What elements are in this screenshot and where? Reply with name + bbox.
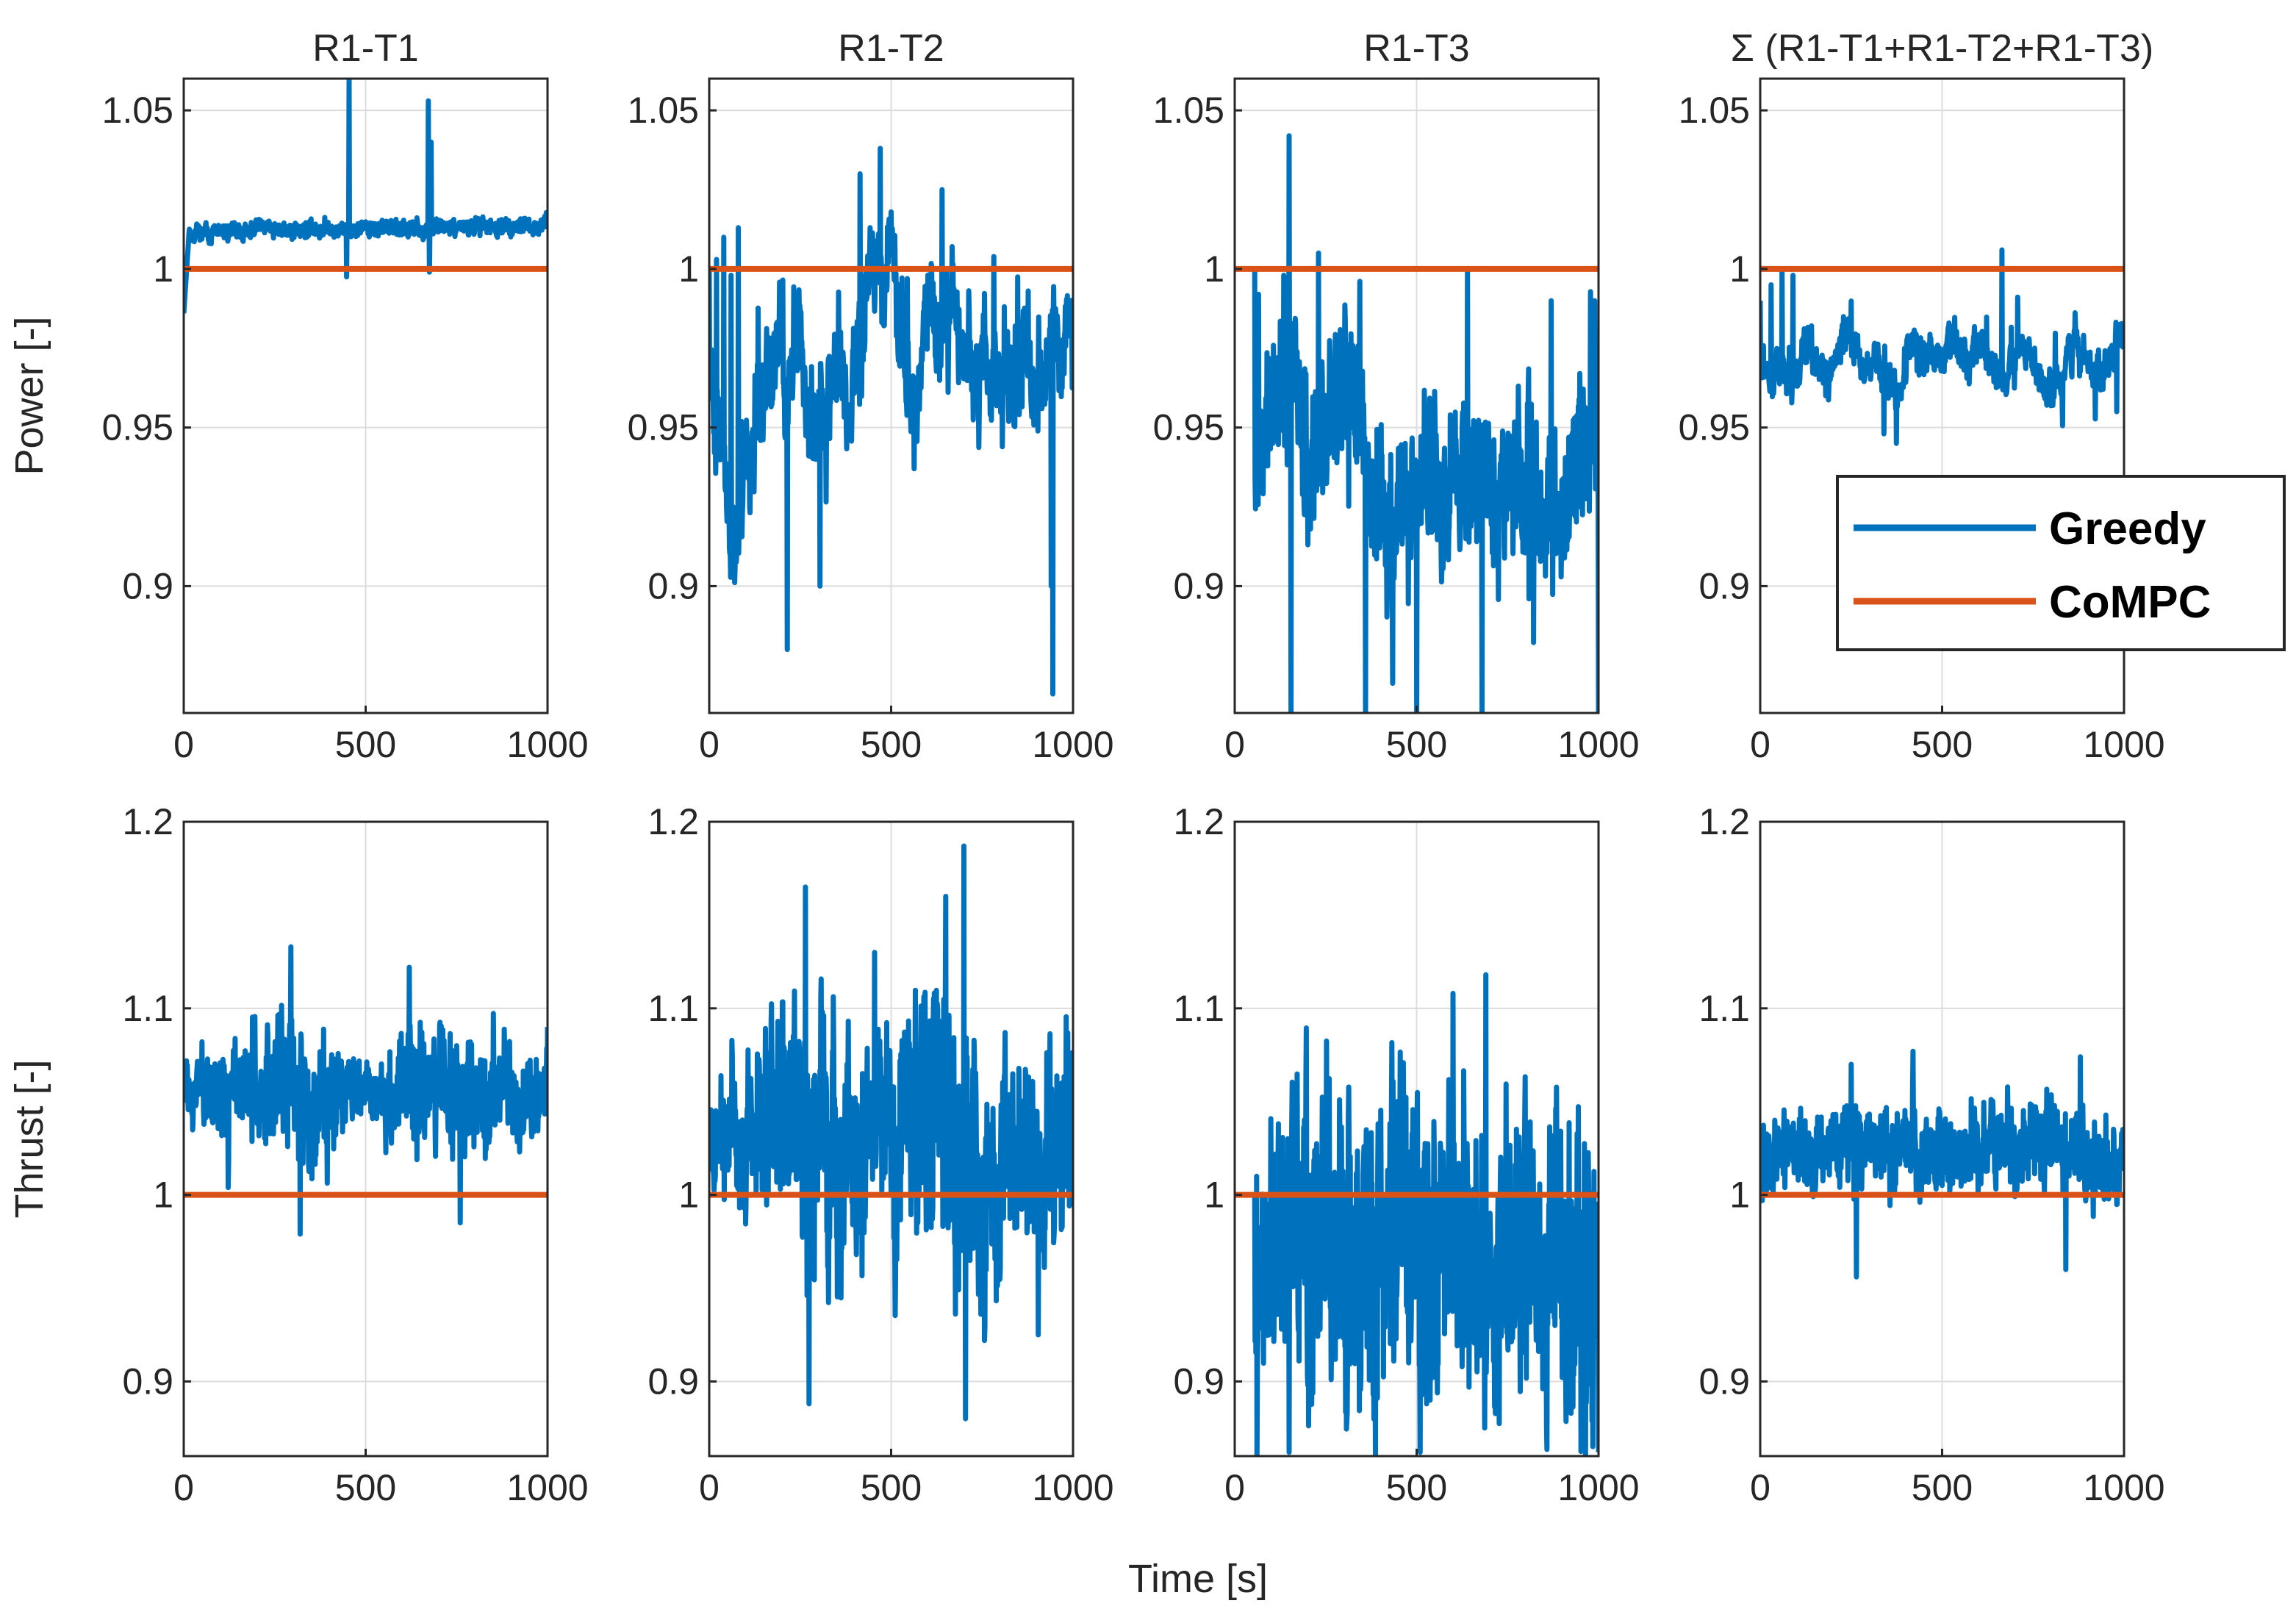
y-tick-label: 0.9 bbox=[647, 1361, 699, 1402]
panel-title: Σ (R1-T1+R1-T2+R1-T3) bbox=[1731, 27, 2153, 70]
x-tick-label: 0 bbox=[699, 724, 720, 765]
x-tick-label: 500 bbox=[1912, 1467, 1973, 1508]
series-group bbox=[1235, 972, 1599, 1456]
panel-t-r1t2: 0 500 1000 0.9 1 1.1 1.2 bbox=[647, 801, 1113, 1508]
y-tick-label: 1.1 bbox=[1698, 988, 1750, 1029]
x-tick-label: 500 bbox=[335, 1467, 396, 1508]
x-tick-label: 500 bbox=[1386, 724, 1447, 765]
y-tick-label: 0.9 bbox=[647, 565, 699, 606]
x-tick-label: 0 bbox=[1224, 724, 1245, 765]
y-tick-label: 0.9 bbox=[1698, 565, 1750, 606]
series-line-greedy bbox=[184, 79, 548, 314]
x-tick-label: 500 bbox=[1912, 724, 1973, 765]
y-tick-label: 1 bbox=[153, 248, 173, 290]
series-group bbox=[709, 146, 1073, 697]
panel-t-sum: 0 500 1000 0.9 1 1.1 1.2 bbox=[1698, 801, 2164, 1508]
y-tick-label: 0.95 bbox=[1153, 407, 1224, 448]
x-tick-label: 1000 bbox=[2083, 1467, 2164, 1508]
y-tick-label: 0.9 bbox=[1173, 565, 1224, 606]
x-tick-label: 1000 bbox=[506, 724, 588, 765]
y-tick-label: 1.1 bbox=[122, 988, 173, 1029]
y-tick-label: 1 bbox=[1729, 1175, 1750, 1216]
x-tick-label: 0 bbox=[173, 1467, 194, 1508]
x-tick-label: 0 bbox=[699, 1467, 720, 1508]
panel-p-r1t1: 0 500 1000 0.9 0.95 1 1.05 R1-T1 Power [-] bbox=[7, 27, 589, 765]
y-tick-label: 1 bbox=[1204, 248, 1224, 290]
legend-label-compc: CoMPC bbox=[2049, 577, 2211, 628]
x-tick-label: 1000 bbox=[2083, 724, 2164, 765]
x-tick-label: 1000 bbox=[1557, 1467, 1639, 1508]
legend-label-greedy: Greedy bbox=[2049, 503, 2206, 554]
series-line-greedy bbox=[184, 944, 548, 1237]
series-group bbox=[1235, 133, 1599, 713]
shared-x-axis-label: Time [s] bbox=[1128, 1557, 1268, 1601]
y-tick-label: 1.2 bbox=[647, 801, 699, 842]
panel-p-r1t3: 0 500 1000 0.9 0.95 1 1.05 R1-T3 bbox=[1153, 27, 1640, 765]
y-tick-label: 1.1 bbox=[1173, 988, 1224, 1029]
y-tick-label: 1.05 bbox=[102, 90, 173, 131]
panel-t-r1t1: 0 500 1000 0.9 1 1.1 1.2 Thrust [-] bbox=[7, 801, 589, 1508]
y-tick-label: 1 bbox=[678, 1175, 699, 1216]
y-tick-label: 1.05 bbox=[1679, 90, 1750, 131]
x-tick-label: 500 bbox=[861, 724, 922, 765]
y-tick-label: 1.1 bbox=[647, 988, 699, 1029]
y-axis-label: Power [-] bbox=[7, 316, 51, 475]
series-group bbox=[709, 843, 1073, 1422]
series-group bbox=[1760, 247, 2124, 446]
series-line-greedy bbox=[709, 146, 1073, 697]
y-tick-label: 0.9 bbox=[122, 565, 173, 606]
series-line-greedy bbox=[1760, 247, 2124, 446]
x-tick-label: 1000 bbox=[1032, 724, 1113, 765]
y-tick-label: 0.95 bbox=[102, 407, 173, 448]
y-tick-label: 1.2 bbox=[1173, 801, 1224, 842]
x-tick-label: 0 bbox=[1224, 1467, 1245, 1508]
x-tick-label: 500 bbox=[335, 724, 396, 765]
panel-title: R1-T3 bbox=[1363, 27, 1469, 70]
x-tick-label: 500 bbox=[1386, 1467, 1447, 1508]
panel-t-r1t3: 0 500 1000 0.9 1 1.1 1.2 bbox=[1173, 801, 1639, 1508]
x-tick-label: 1000 bbox=[1032, 1467, 1113, 1508]
series-line-greedy bbox=[1760, 1048, 2124, 1280]
y-tick-label: 1.2 bbox=[122, 801, 173, 842]
y-tick-label: 1.2 bbox=[1698, 801, 1750, 842]
series-group bbox=[184, 79, 548, 314]
x-tick-label: 0 bbox=[1750, 1467, 1771, 1508]
y-tick-label: 0.95 bbox=[628, 407, 699, 448]
series-group bbox=[1760, 1048, 2124, 1280]
y-tick-label: 1.05 bbox=[1153, 90, 1224, 131]
panel-p-r1t2: 0 500 1000 0.9 0.95 1 1.05 R1-T2 bbox=[628, 27, 1114, 765]
y-axis-label: Thrust [-] bbox=[7, 1059, 51, 1218]
y-tick-label: 1 bbox=[678, 248, 699, 290]
x-tick-label: 1000 bbox=[1557, 724, 1639, 765]
series-line-greedy bbox=[1252, 133, 1599, 713]
y-tick-label: 0.9 bbox=[1698, 1361, 1750, 1402]
y-tick-label: 0.95 bbox=[1679, 407, 1750, 448]
x-tick-label: 1000 bbox=[506, 1467, 588, 1508]
series-line-greedy bbox=[1252, 972, 1599, 1456]
legend: Greedy CoMPC bbox=[1836, 475, 2286, 651]
y-tick-label: 1 bbox=[1204, 1175, 1224, 1216]
legend-box bbox=[1836, 475, 2286, 651]
x-tick-label: 0 bbox=[173, 724, 194, 765]
y-tick-label: 1 bbox=[153, 1175, 173, 1216]
x-tick-label: 500 bbox=[861, 1467, 922, 1508]
panel-title: R1-T1 bbox=[312, 27, 418, 70]
y-tick-label: 1.05 bbox=[628, 90, 699, 131]
series-group bbox=[184, 944, 548, 1237]
y-tick-label: 0.9 bbox=[1173, 1361, 1224, 1402]
panel-title: R1-T2 bbox=[838, 27, 944, 70]
y-tick-label: 0.9 bbox=[122, 1361, 173, 1402]
x-tick-label: 0 bbox=[1750, 724, 1771, 765]
y-tick-label: 1 bbox=[1729, 248, 1750, 290]
